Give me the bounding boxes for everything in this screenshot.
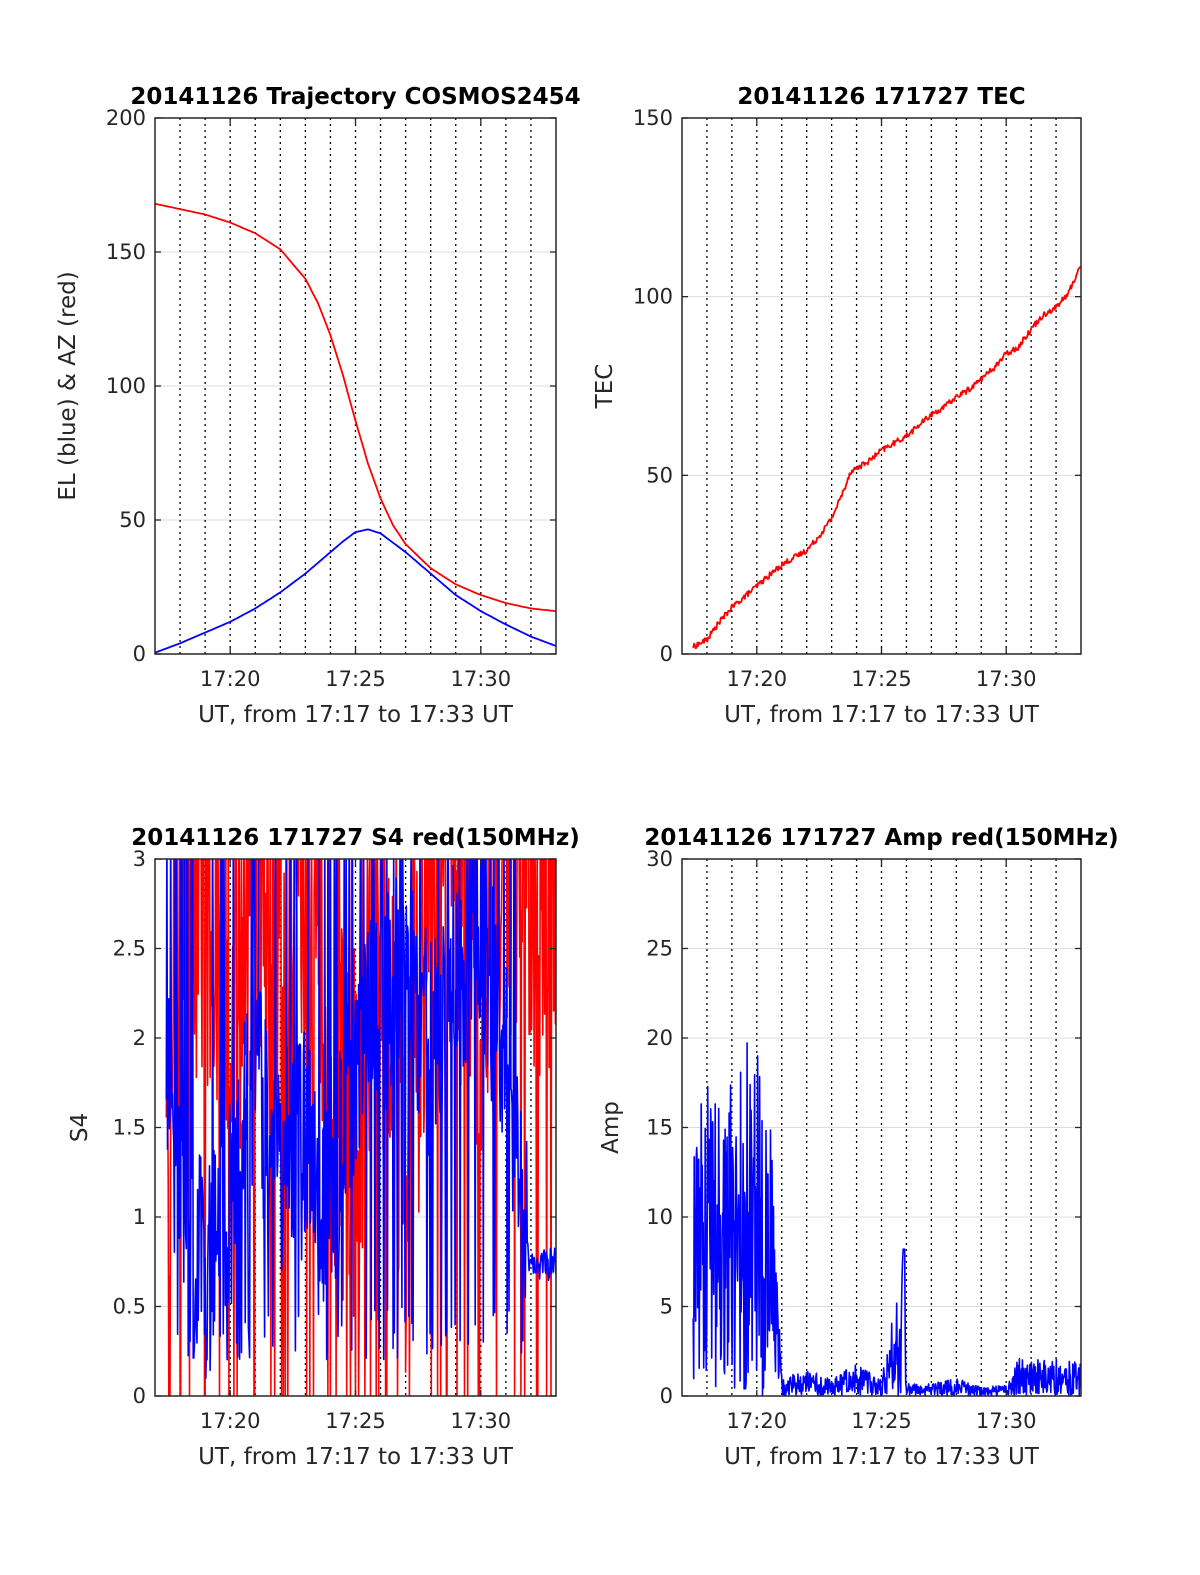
x-axis-label: UT, from 17:17 to 17:33 UT	[724, 1444, 1040, 1470]
chart-2: 0 50 100 150 17:20 17:25 17:30 20141126 171727 …	[592, 84, 1082, 728]
y-tick-label: 20	[646, 1026, 673, 1050]
chart-title: 20141126 171727 S4 red(150MHz)	[131, 825, 580, 851]
axes-box	[681, 117, 1082, 655]
x-tick-label: 17:20	[727, 1409, 788, 1433]
x-axis-label: UT, from 17:17 to 17:33 UT	[198, 1444, 514, 1470]
plot-area	[155, 202, 556, 654]
x-tick-label: 17:20	[200, 667, 261, 691]
y-tick-label: 150	[106, 240, 146, 264]
y-tick-label: 1.5	[113, 1116, 146, 1140]
y-tick-label: 50	[119, 508, 146, 532]
x-axis-label: UT, from 17:17 to 17:33 UT	[724, 702, 1040, 728]
series-line-red	[165, 859, 556, 1396]
y-axis-label: TEC	[592, 364, 618, 410]
x-tick-label: 17:25	[325, 1409, 386, 1433]
x-tick-label: 17:30	[976, 1409, 1037, 1433]
x-tick-label: 17:20	[727, 667, 788, 691]
plot-area	[692, 265, 1081, 650]
x-tick-label: 17:30	[451, 667, 512, 691]
series-line-blue	[155, 528, 556, 654]
chart-4: 0 5 10 15 20 25 30 17:20 17:25 17:30 20141126 1717…	[598, 825, 1119, 1470]
y-tick-label: 100	[633, 285, 673, 309]
series-line-red	[692, 265, 1081, 650]
y-tick-label: 150	[633, 106, 673, 130]
y-tick-label: 100	[106, 374, 146, 398]
y-tick-label: 1	[133, 1205, 146, 1229]
series-line-blue	[692, 1042, 1081, 1396]
y-tick-label: 0	[133, 1384, 146, 1408]
chart-3: 0 0.5 1 1.5 2 2.5 3 17:20 17:25 17:30 20141126 171…	[67, 825, 580, 1470]
chart-title: 20141126 171727 TEC	[737, 84, 1025, 110]
x-tick-label: 17:25	[851, 667, 912, 691]
y-tick-label: 0	[660, 642, 673, 666]
plot-area	[692, 1042, 1081, 1396]
chart-title: 20141126 171727 Amp red(150MHz)	[644, 825, 1118, 851]
y-axis-label: S4	[67, 1113, 93, 1142]
y-tick-label: 3	[133, 847, 146, 871]
y-tick-label: 2	[133, 1026, 146, 1050]
y-tick-label: 30	[646, 847, 673, 871]
y-axis-label: Amp	[598, 1101, 624, 1154]
y-tick-label: 0.5	[113, 1295, 146, 1319]
plot-area	[165, 859, 556, 1396]
y-axis-label: EL (blue) & AZ (red)	[55, 271, 81, 500]
x-tick-label: 17:20	[200, 1409, 261, 1433]
x-axis-label: UT, from 17:17 to 17:33 UT	[198, 702, 514, 728]
x-tick-label: 17:30	[451, 1409, 512, 1433]
y-tick-label: 0	[660, 1384, 673, 1408]
y-tick-label: 0	[133, 642, 146, 666]
x-tick-label: 17:25	[325, 667, 386, 691]
y-tick-label: 2.5	[113, 937, 146, 961]
y-tick-label: 25	[646, 937, 673, 961]
x-tick-label: 17:30	[976, 667, 1037, 691]
y-tick-label: 10	[646, 1205, 673, 1229]
y-tick-label: 50	[646, 463, 673, 487]
y-tick-label: 15	[646, 1116, 673, 1140]
chart-title: 20141126 Trajectory COSMOS2454	[130, 84, 580, 110]
y-tick-label: 200	[106, 106, 146, 130]
x-tick-label: 17:25	[851, 1409, 912, 1433]
y-tick-label: 5	[660, 1295, 673, 1319]
series-line-blue	[165, 859, 556, 1379]
series-line-red	[155, 202, 556, 612]
chart-1: 0 50 100 150 200 17:20 17:25 17:30 20141126 Traj…	[55, 84, 581, 728]
